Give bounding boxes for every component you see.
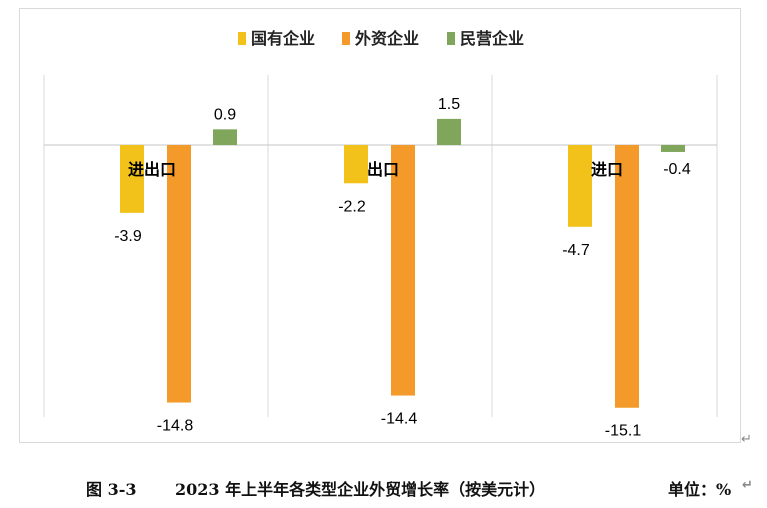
data-label-2-1: -15.1: [605, 423, 642, 440]
chart-frame: -3.9 -2.2 -4.7 -14.8 -14.4 -15.1 0.9 1.5 -0.4 进出口…: [19, 8, 741, 443]
data-label-2-2: -0.4: [663, 161, 691, 178]
bar-2-2: [661, 145, 685, 152]
caption-unit: 单位：%: [668, 480, 732, 499]
data-label-1-1: -14.4: [381, 411, 418, 428]
data-label-0-2: 0.9: [214, 106, 236, 123]
bar-1-1: [391, 145, 415, 396]
caption-return-mark-icon: ↵: [742, 478, 753, 493]
bar-2-1: [615, 145, 639, 408]
bar-0-0: [120, 145, 144, 213]
legend-label-0: 国有企业: [251, 29, 315, 48]
data-label-0-1: -14.8: [157, 418, 194, 435]
return-mark-icon: ↵: [741, 432, 752, 447]
legend-swatch-1: [342, 32, 350, 45]
bar-0-1: [167, 145, 191, 403]
legend-swatch-2: [447, 32, 455, 45]
bar-1-2: [437, 118, 461, 145]
chart-svg: -3.9 -2.2 -4.7 -14.8 -14.4 -15.1 0.9 1.5 -0.4 进出口…: [43, 29, 718, 440]
legend-swatch-0: [238, 32, 246, 45]
legend-label-1: 外资企业: [354, 29, 419, 48]
data-label-0-0: -3.9: [114, 228, 142, 245]
data-label-1-2: 1.5: [438, 96, 460, 113]
category-label-0: 进出口: [128, 160, 176, 179]
data-label-1-0: -2.2: [338, 198, 366, 215]
bar-1-0: [344, 145, 368, 184]
legend-label-2: 民营企业: [460, 29, 524, 48]
category-label-2: 进口: [591, 160, 623, 179]
category-label-1: 出口: [367, 160, 399, 179]
figure-caption: 图 3-3 2023 年上半年各类型企业外贸增长率（按美元计） 单位：% ↵: [0, 476, 767, 502]
bar-2-0: [568, 145, 592, 227]
bar-0-2: [213, 129, 237, 145]
data-label-2-0: -4.7: [562, 242, 590, 259]
caption-figure-number: 图 3-3: [86, 480, 137, 499]
caption-title: 2023 年上半年各类型企业外贸增长率（按美元计）: [175, 480, 546, 499]
